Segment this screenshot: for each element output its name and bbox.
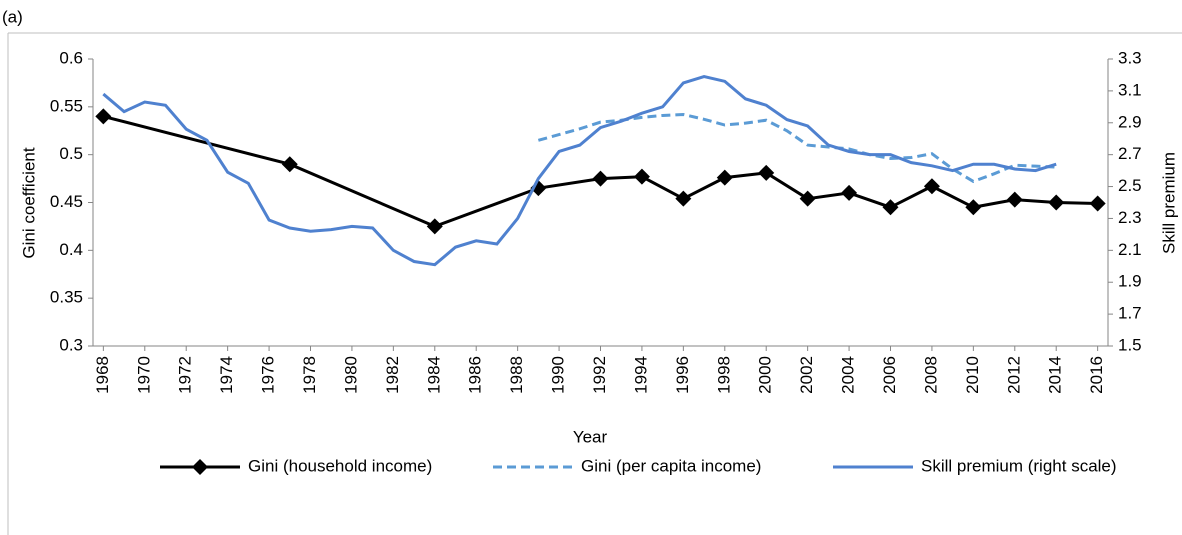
series-line [102,74,1057,267]
x-tick-label: 1974 [217,356,236,394]
x-tick-label: 1968 [93,356,112,394]
y2-tick-label: 2.3 [1118,208,1142,227]
data-marker [758,164,775,181]
panel-label: (a) [2,7,23,26]
y-axis-label: Gini coefficient [19,147,38,258]
series-line [537,112,1057,184]
x-tick-label: 1986 [466,356,485,394]
y2-tick-label: 1.7 [1118,304,1142,323]
y-tick-label: 0.4 [59,240,83,259]
data-marker [426,218,443,235]
y-tick-label: 0.3 [59,335,83,354]
y2-axis-label: Skill premium [1159,152,1178,254]
x-tick-label: 2000 [756,356,775,394]
data-marker [281,156,298,173]
x-tick-label: 2012 [1004,356,1023,394]
x-tick-label: 2010 [963,356,982,394]
y2-tick-label: 2.7 [1118,144,1142,163]
data-marker [1089,195,1106,212]
x-tick-label: 1972 [176,356,195,394]
legend-marker [192,459,208,475]
x-tick-label: 2016 [1087,356,1106,394]
x-tick-label: 1990 [549,356,568,394]
x-tick-label: 1996 [673,356,692,394]
x-tick-label: 2014 [1046,356,1065,394]
data-marker [923,178,940,195]
legend-label: Gini (per capita income) [581,456,761,475]
legend-label: Gini (household income) [248,456,432,475]
data-marker [95,108,112,125]
x-tick-label: 1992 [590,356,609,394]
y-tick-label: 0.6 [59,48,83,67]
x-tick-label: 1984 [424,356,443,394]
data-marker [1048,194,1065,211]
y2-tick-label: 1.5 [1118,335,1142,354]
y-tick-label: 0.55 [50,96,83,115]
x-tick-label: 2004 [839,356,858,394]
x-tick-label: 1994 [631,356,650,394]
data-marker [882,199,899,216]
x-tick-label: 2002 [797,356,816,394]
data-marker [675,190,692,207]
y-tick-label: 0.35 [50,288,83,307]
x-tick-label: 1970 [134,356,153,394]
x-tick-label: 1988 [507,356,526,394]
data-marker [799,190,816,207]
x-tick-label: 1998 [714,356,733,394]
x-axis-label: Year [573,427,608,446]
x-tick-label: 1980 [341,356,360,394]
data-marker [1006,191,1023,208]
data-marker [633,168,650,185]
y2-tick-label: 3.3 [1118,48,1142,67]
legend-label: Skill premium (right scale) [921,456,1117,475]
data-marker [965,199,982,216]
y2-tick-label: 2.9 [1118,112,1142,131]
x-tick-label: 1976 [259,356,278,394]
data-marker [841,184,858,201]
x-tick-label: 1978 [300,356,319,394]
data-marker [592,170,609,187]
x-tick-label: 1982 [383,356,402,394]
y2-tick-label: 2.1 [1118,240,1142,259]
y-tick-label: 0.45 [50,192,83,211]
x-tick-label: 2008 [921,356,940,394]
data-marker [716,169,733,186]
y2-tick-label: 3.1 [1118,80,1142,99]
y2-tick-label: 2.5 [1118,176,1142,195]
y2-tick-label: 1.9 [1118,272,1142,291]
y-tick-label: 0.5 [59,144,83,163]
x-tick-label: 2006 [880,356,899,394]
